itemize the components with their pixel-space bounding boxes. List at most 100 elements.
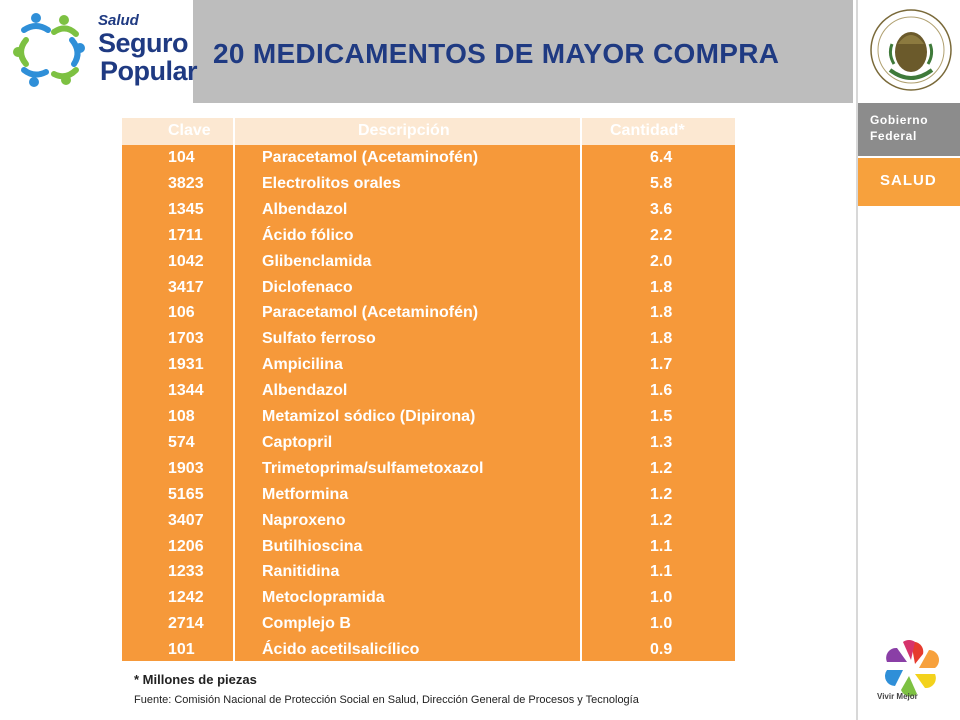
logo-salud-text: Salud [98, 12, 139, 29]
table-row: 3417 Diclofenaco 1.8 [122, 276, 735, 302]
descripcion-cell: Ácido acetilsalicílico [262, 641, 420, 659]
clave-cell: 3407 [168, 511, 204, 529]
clave-cell: 3823 [168, 174, 204, 192]
clave-cell: 1711 [168, 226, 203, 244]
table-row: 104 Paracetamol (Acetaminofén) 6.4 [122, 146, 735, 172]
clave-cell: 1903 [168, 459, 204, 477]
table-row: 1345 Albendazol 3.6 [122, 198, 735, 224]
descripcion-cell: Albendazol [262, 200, 348, 218]
descripcion-cell: Sulfato ferroso [262, 330, 376, 348]
header-descripcion: Descripción [358, 122, 450, 139]
clave-cell: 101 [168, 641, 195, 659]
medications-table: Clave Descripción Cantidad* 104 Paracetam… [122, 118, 735, 661]
cantidad-cell: 2.2 [650, 226, 673, 244]
descripcion-cell: Metamizol sódico (Dipirona) [262, 408, 476, 425]
salud-badge: SALUD [858, 158, 960, 206]
cantidad-cell: 1.8 [650, 330, 673, 348]
header-clave: Clave [168, 122, 211, 139]
clave-cell: 5165 [168, 485, 204, 503]
descripcion-cell: Paracetamol (Acetaminofén) [262, 149, 479, 166]
gobierno-text: Gobierno [870, 113, 929, 127]
clave-cell: 1931 [168, 356, 204, 374]
table-row: 1931 Ampicilina 1.7 [122, 353, 735, 379]
salud-text: SALUD [880, 172, 937, 189]
column-divider [580, 118, 582, 661]
descripcion-cell: Ampicilina [262, 356, 343, 374]
descripcion-cell: Paracetamol (Acetaminofén) [262, 304, 479, 322]
descripcion-cell: Naproxeno [262, 511, 346, 529]
table-row: 1903 Trimetoprima/sulfametoxazol 1.2 [122, 457, 735, 483]
descripcion-cell: Ácido fólico [262, 226, 354, 244]
cantidad-cell: 1.8 [650, 304, 673, 322]
vivir-mejor-logo-icon [885, 640, 939, 697]
logo-popular-text: Popular [100, 56, 198, 86]
table-row: 1206 Butilhioscina 1.1 [122, 535, 735, 561]
clave-cell: 574 [168, 433, 195, 451]
clave-cell: 1233 [168, 563, 204, 581]
descripcion-cell: Complejo B [262, 615, 351, 633]
sidebar-spacer [858, 206, 960, 618]
page-title: 20 MEDICAMENTOS DE MAYOR COMPRA [213, 38, 780, 69]
cantidad-cell: 0.9 [650, 641, 673, 659]
cantidad-cell: 1.1 [650, 537, 673, 555]
descripcion-cell: Ranitidina [262, 563, 340, 581]
table-row: 1042 Glibenclamida 2.0 [122, 250, 735, 276]
table-row: 574 Captopril 1.3 [122, 431, 735, 457]
clave-cell: 1042 [168, 252, 204, 270]
cantidad-cell: 1.3 [650, 433, 673, 451]
cantidad-cell: 1.0 [650, 615, 673, 633]
clave-cell: 1344 [168, 382, 204, 400]
cantidad-cell: 1.1 [650, 563, 673, 581]
clave-cell: 1703 [168, 330, 204, 348]
descripcion-cell: Glibenclamida [262, 252, 372, 270]
table-row: 1233 Ranitidina 1.1 [122, 560, 735, 586]
clave-cell: 1206 [168, 537, 204, 555]
clave-cell: 3417 [168, 278, 204, 296]
table-header-row [122, 118, 735, 145]
descripcion-cell: Electrolitos orales [262, 174, 401, 192]
clave-cell: 1242 [168, 589, 204, 607]
cantidad-cell: 1.2 [650, 485, 673, 503]
table-row: 101 Ácido acetilsalicílico 0.9 [122, 638, 735, 664]
clave-cell: 104 [168, 149, 195, 166]
clave-cell: 1345 [168, 200, 204, 218]
cantidad-cell: 6.4 [650, 149, 673, 166]
table-row: 106 Paracetamol (Acetaminofén) 1.8 [122, 301, 735, 327]
descripcion-cell: Butilhioscina [262, 537, 363, 555]
cantidad-cell: 5.8 [650, 174, 673, 192]
table-row: 5165 Metformina 1.2 [122, 483, 735, 509]
descripcion-cell: Captopril [262, 433, 333, 451]
header-band [193, 0, 853, 103]
logo-seguro-text: Seguro [98, 28, 189, 58]
gobierno-federal-badge: Gobierno Federal [858, 103, 960, 156]
descripcion-cell: Albendazol [262, 382, 348, 400]
table-row: 1711 Ácido fólico 2.2 [122, 224, 735, 250]
cantidad-cell: 1.0 [650, 589, 673, 607]
cantidad-cell: 3.6 [650, 200, 673, 218]
clave-cell: 2714 [168, 615, 204, 633]
header-cantidad: Cantidad* [610, 122, 685, 139]
source-note: Fuente: Comisión Nacional de Protección … [134, 694, 639, 706]
descripcion-cell: Diclofenaco [262, 278, 353, 296]
cantidad-cell: 1.8 [650, 278, 673, 296]
table-row: 108 Metamizol sódico (Dipirona) 1.5 [122, 405, 735, 431]
cantidad-cell: 1.7 [650, 356, 673, 374]
cantidad-cell: 2.0 [650, 252, 673, 270]
seguro-popular-logo: Salud Seguro Popular [10, 8, 198, 94]
table-row: 1703 Sulfato ferroso 1.8 [122, 327, 735, 353]
column-divider [233, 118, 235, 661]
table-row: 3823 Electrolitos orales 5.8 [122, 172, 735, 198]
table-row: 3407 Naproxeno 1.2 [122, 509, 735, 535]
descripcion-cell: Metoclopramida [262, 589, 385, 607]
table-row: 1242 Metoclopramida 1.0 [122, 586, 735, 612]
right-sidebar: Gobierno Federal SALUD Vivir Mejor [856, 0, 960, 720]
national-coat-of-arms-icon [870, 9, 952, 91]
people-figures-icon [13, 13, 85, 87]
clave-cell: 106 [168, 304, 195, 322]
cantidad-cell: 1.6 [650, 382, 673, 400]
descripcion-cell: Trimetoprima/sulfametoxazol [262, 459, 484, 477]
cantidad-cell: 1.5 [650, 408, 673, 425]
footnote: * Millones de piezas [134, 672, 257, 687]
clave-cell: 108 [168, 408, 195, 425]
cantidad-cell: 1.2 [650, 511, 673, 529]
